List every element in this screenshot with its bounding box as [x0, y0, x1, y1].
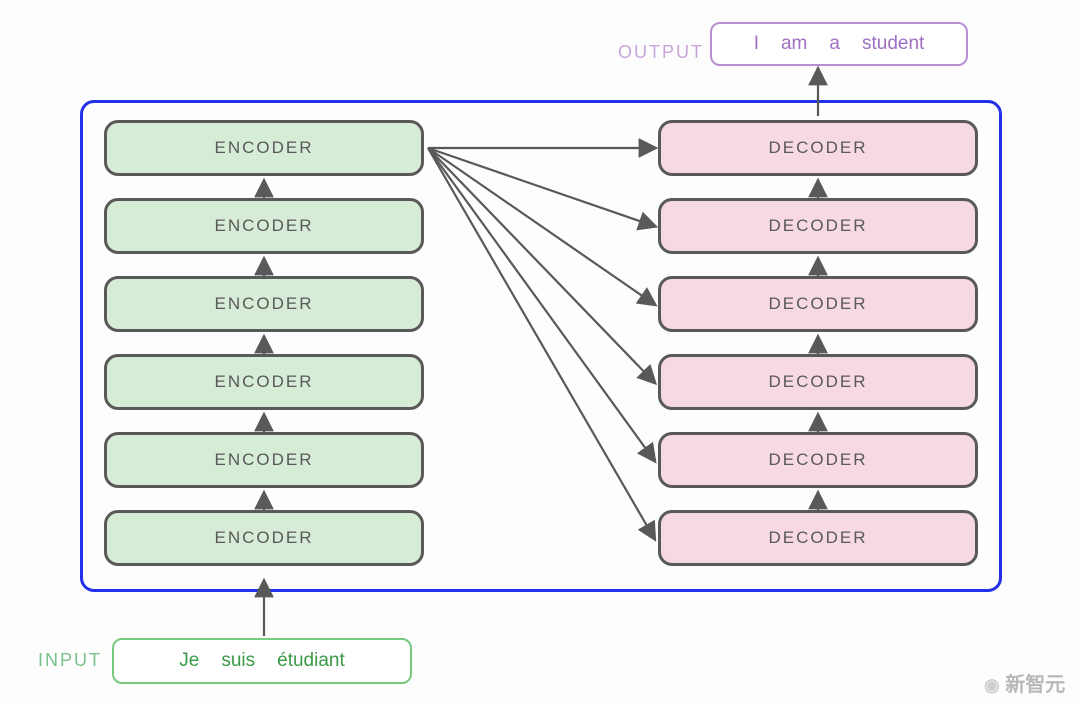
encoder-block: ENCODER [104, 432, 424, 488]
output-token: am [781, 33, 807, 55]
encoder-block: ENCODER [104, 276, 424, 332]
decoder-block: DECODER [658, 432, 978, 488]
decoder-block: DECODER [658, 198, 978, 254]
decoder-block: DECODER [658, 510, 978, 566]
output-token: student [862, 33, 924, 55]
output-token: a [829, 33, 840, 55]
encoder-block: ENCODER [104, 510, 424, 566]
encoder-block: ENCODER [104, 120, 424, 176]
output-token: I [754, 33, 759, 55]
input-token: étudiant [277, 650, 345, 672]
watermark-text: 新智元 [1005, 674, 1065, 696]
output-box: Iama student [710, 22, 968, 66]
decoder-block: DECODER [658, 120, 978, 176]
decoder-block: DECODER [658, 276, 978, 332]
wechat-icon: ◉ [984, 675, 1000, 695]
encoder-block: ENCODER [104, 354, 424, 410]
diagram-stage: ENCODER ENCODER ENCODER ENCODER ENCODER ENCOD… [0, 0, 1080, 703]
decoder-block: DECODER [658, 354, 978, 410]
output-label: OUTPUT [618, 42, 704, 63]
input-token: suis [221, 650, 255, 672]
encoder-block: ENCODER [104, 198, 424, 254]
watermark: ◉ 新智元 [984, 668, 1065, 697]
input-box: Jesuis étudiant [112, 638, 412, 684]
input-label: INPUT [38, 650, 102, 671]
input-token: Je [179, 650, 199, 672]
